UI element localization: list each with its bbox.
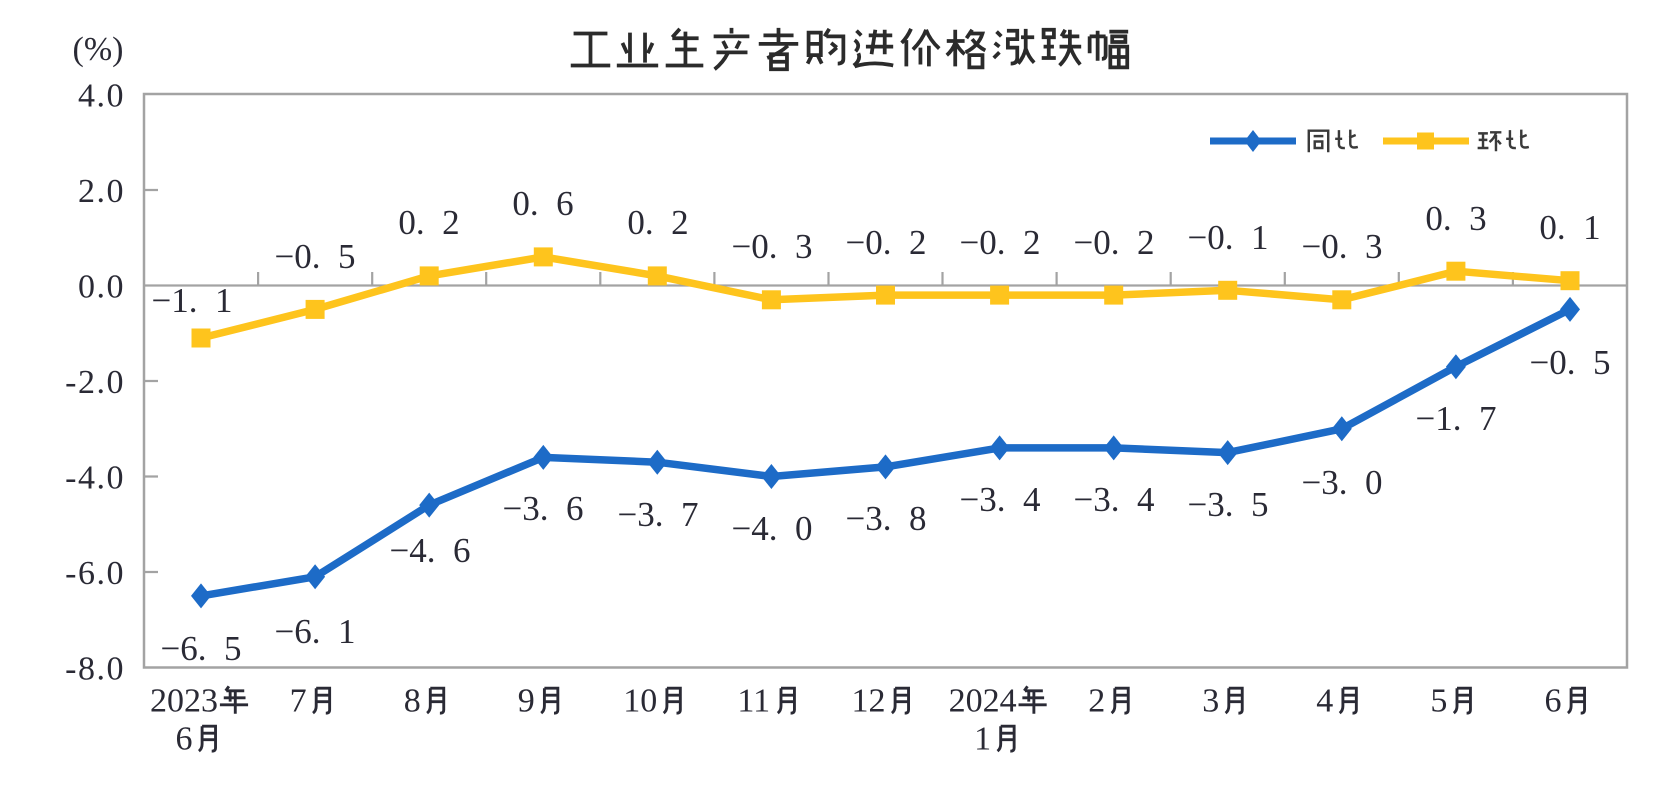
svg-text:-8.0: -8.0	[65, 651, 125, 688]
svg-text:−6. 1: −6. 1	[275, 612, 356, 651]
svg-text:8: 8	[404, 683, 421, 720]
svg-text:−3. 0: −3. 0	[1302, 463, 1383, 502]
svg-text:−0. 1: −0. 1	[1188, 218, 1269, 257]
svg-text:−0. 2: −0. 2	[1074, 223, 1155, 262]
svg-text:2024: 2024	[949, 683, 1017, 720]
svg-text:4.0: 4.0	[78, 78, 125, 115]
svg-text:0. 2: 0. 2	[398, 203, 459, 242]
svg-text:-6.0: -6.0	[65, 555, 125, 592]
svg-text:−0. 5: −0. 5	[275, 237, 356, 276]
svg-text:0. 6: 0. 6	[512, 184, 573, 223]
svg-text:2: 2	[1088, 683, 1105, 720]
svg-text:(%): (%)	[73, 31, 124, 68]
svg-text:−4. 0: −4. 0	[732, 509, 813, 548]
svg-text:0. 2: 0. 2	[627, 203, 688, 242]
svg-text:7: 7	[290, 683, 307, 720]
svg-text:-2.0: -2.0	[65, 364, 125, 401]
svg-text:−4. 6: −4. 6	[390, 531, 471, 570]
svg-text:4: 4	[1316, 683, 1333, 720]
svg-text:6: 6	[176, 721, 193, 758]
svg-text:10: 10	[623, 683, 657, 720]
svg-text:0. 3: 0. 3	[1425, 199, 1486, 238]
svg-text:−0. 5: −0. 5	[1530, 343, 1611, 382]
svg-text:11: 11	[737, 683, 770, 720]
svg-text:6: 6	[1545, 683, 1562, 720]
svg-text:−1. 1: −1. 1	[152, 281, 233, 320]
svg-text:−0. 3: −0. 3	[732, 227, 813, 266]
svg-text:-4.0: -4.0	[65, 460, 125, 497]
svg-text:−3. 6: −3. 6	[503, 489, 584, 528]
svg-text:−1. 7: −1. 7	[1416, 399, 1497, 438]
svg-text:−6. 5: −6. 5	[161, 629, 242, 668]
svg-text:−3. 5: −3. 5	[1188, 485, 1269, 524]
svg-text:12: 12	[852, 683, 886, 720]
svg-text:0.0: 0.0	[78, 269, 125, 306]
svg-text:1: 1	[974, 721, 991, 758]
svg-text:−0. 2: −0. 2	[960, 223, 1041, 262]
svg-text:9: 9	[518, 683, 535, 720]
svg-text:−3. 7: −3. 7	[618, 495, 699, 534]
svg-text:−3. 8: −3. 8	[846, 499, 927, 538]
svg-text:2.0: 2.0	[78, 173, 125, 210]
svg-text:2023: 2023	[150, 683, 218, 720]
svg-text:5: 5	[1430, 683, 1447, 720]
svg-text:−0. 3: −0. 3	[1302, 227, 1383, 266]
svg-text:−3. 4: −3. 4	[1074, 480, 1155, 519]
svg-text:3: 3	[1202, 683, 1219, 720]
svg-text:−3. 4: −3. 4	[960, 480, 1041, 519]
svg-text:0. 1: 0. 1	[1539, 208, 1600, 247]
svg-text:−0. 2: −0. 2	[846, 223, 927, 262]
